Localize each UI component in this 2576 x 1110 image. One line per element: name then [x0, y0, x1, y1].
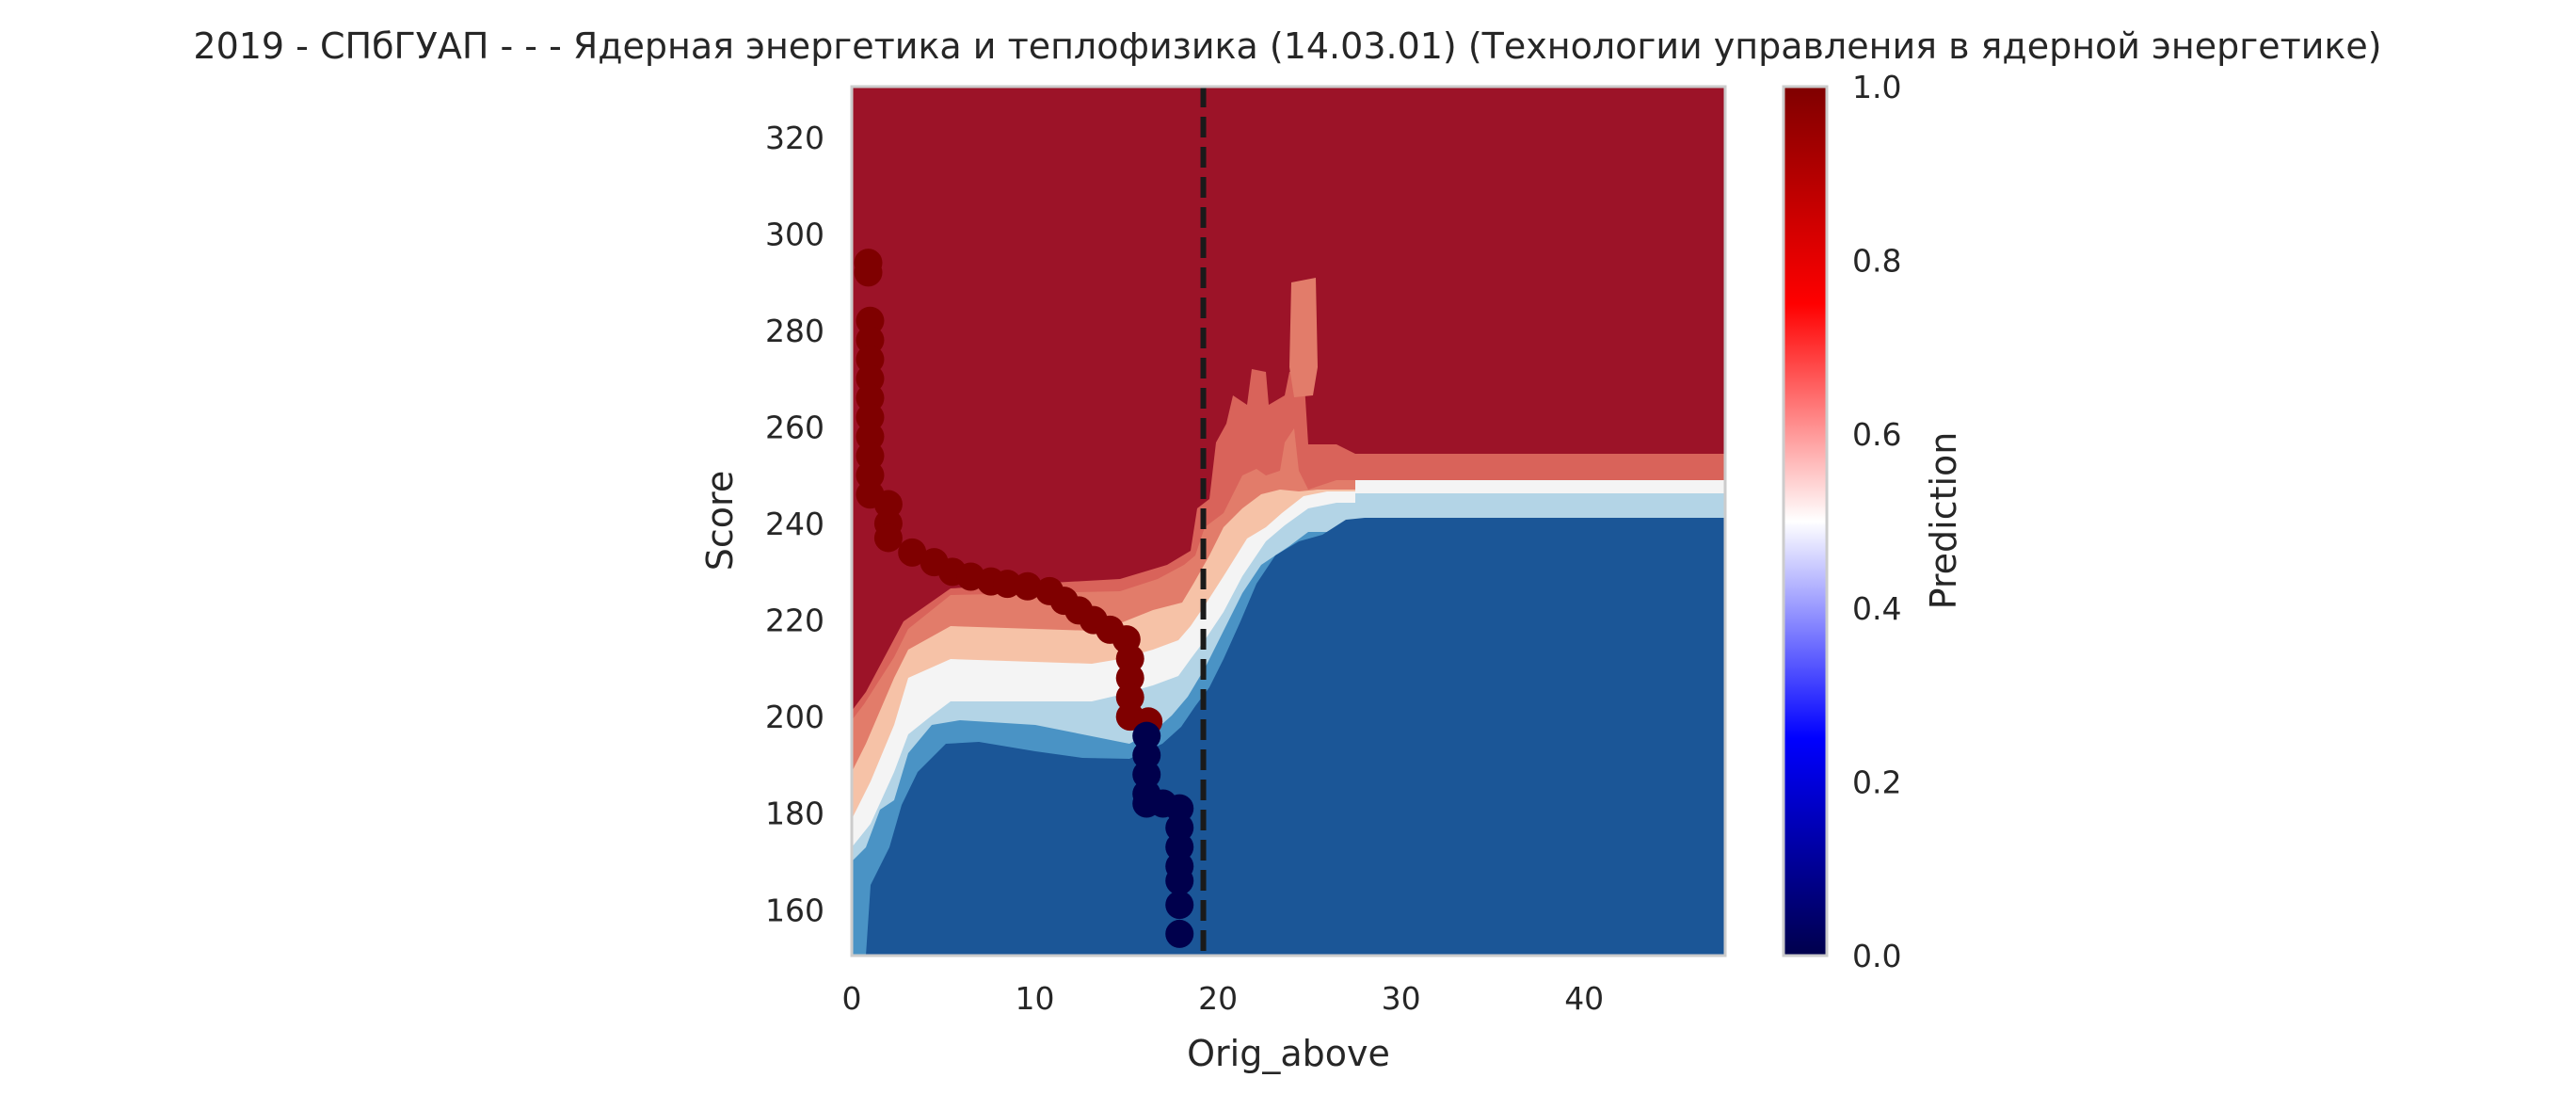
colorbar-frame — [1782, 85, 1829, 957]
scatter-point-rejected — [1165, 794, 1194, 823]
y-tick-label: 300 — [765, 216, 824, 252]
scatter-point-admitted — [856, 422, 885, 451]
colorbar-tick-label: 0.8 — [1852, 243, 1901, 280]
scatter-point-admitted — [856, 326, 885, 355]
scatter-point-rejected — [1132, 760, 1161, 789]
colorbar-tick-label: 0.2 — [1852, 764, 1901, 800]
scatter-point-admitted — [1115, 683, 1144, 712]
pale-band-right — [1355, 480, 1725, 493]
scatter-point-admitted — [1115, 664, 1144, 693]
scatter-point-admitted — [898, 538, 927, 567]
plot-frame — [850, 85, 1727, 957]
scatter-point-rejected — [1165, 832, 1194, 861]
scatter-point-admitted — [856, 383, 885, 412]
colorbar-ticks: 0.0 0.2 0.4 0.6 0.8 1.0 — [1852, 69, 1901, 974]
scatter-point-admitted — [856, 364, 885, 394]
scatter-point-rejected — [1165, 813, 1194, 843]
y-tick-label: 320 — [765, 120, 824, 156]
scatter-point-admitted — [856, 403, 885, 432]
y-tick-label: 220 — [765, 603, 824, 639]
colorbar — [1784, 87, 1827, 956]
y-tick-label: 160 — [765, 892, 824, 928]
x-axis-label: Orig_above — [1187, 1033, 1390, 1074]
colorbar-tick-label: 1.0 — [1852, 69, 1901, 105]
colorbar-tick-label: 0.4 — [1852, 590, 1901, 627]
chart-title: 2019 - СПбГУАП - - - Ядерная энергетика … — [193, 25, 2381, 67]
scatter-point-rejected — [1165, 891, 1194, 920]
x-axis-ticks: 0 10 20 30 40 — [842, 980, 1605, 1017]
scatter-point-admitted — [873, 523, 903, 553]
scatter-point-admitted — [856, 345, 885, 374]
y-tick-label: 200 — [765, 699, 824, 735]
y-tick-label: 280 — [765, 313, 824, 349]
x-tick-label: 40 — [1564, 980, 1604, 1017]
plot-area — [852, 87, 1725, 956]
x-tick-label: 30 — [1382, 980, 1421, 1017]
scatter-point-rejected — [1165, 919, 1194, 948]
x-tick-label: 10 — [1016, 980, 1055, 1017]
scatter-point-admitted — [856, 306, 885, 335]
y-axis-label: Score — [699, 471, 741, 571]
light-blue-band-right — [1355, 493, 1725, 507]
scatter-point-admitted — [856, 460, 885, 490]
colorbar-label: Prediction — [1923, 432, 1964, 610]
y-tick-label: 240 — [765, 506, 824, 542]
contour-level-0.6-0.7-peak — [1289, 278, 1318, 397]
scatter-point-admitted — [854, 258, 883, 287]
scatter-point-rejected — [1165, 866, 1194, 895]
scatter-point-admitted — [873, 490, 903, 519]
scatter-point-rejected — [1132, 741, 1161, 770]
scatter-point-admitted — [1115, 644, 1144, 673]
scatter-point-admitted — [856, 442, 885, 471]
y-tick-label: 260 — [765, 410, 824, 446]
scatter-point-rejected — [1132, 721, 1161, 750]
y-tick-label: 180 — [765, 796, 824, 832]
colorbar-tick-label: 0.6 — [1852, 416, 1901, 453]
contour-level-0.0-0.1 — [866, 518, 1725, 956]
colorbar-tick-label: 0.0 — [1852, 938, 1901, 974]
marks-layer — [854, 87, 1207, 956]
scatter-point-admitted — [1013, 571, 1042, 601]
y-axis-ticks: 160 180 200 220 240 260 280 300 320 — [765, 120, 824, 928]
x-tick-label: 0 — [842, 980, 862, 1017]
x-tick-label: 20 — [1198, 980, 1238, 1017]
